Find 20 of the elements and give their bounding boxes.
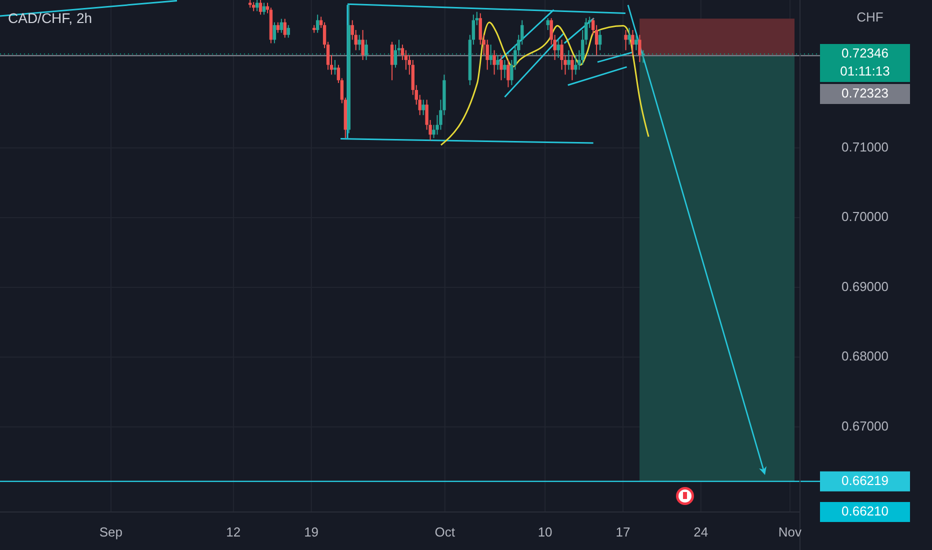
y-axis-title: CHF (856, 9, 884, 24)
text: CAD/CHF, 2h (8, 10, 92, 26)
x-tick-label: Oct (434, 524, 456, 540)
x-tick-label: 17 (616, 524, 630, 540)
y-tick-label: 0.68000 (842, 348, 888, 364)
y-tick-label: 0.70000 (842, 209, 888, 224)
y-tick-label: 0.67000 (842, 418, 888, 434)
x-tick-label: 10 (538, 524, 552, 540)
ref-line-label: 0.72346 (842, 45, 888, 60)
y-tick-label: 0.71000 (842, 139, 888, 154)
ref-line-label: 0.72323 (842, 85, 888, 100)
ref-line-label: 0.66219 (842, 472, 888, 488)
text: 01:11:13 (840, 63, 890, 78)
x-tick-label: 24 (694, 524, 708, 540)
text: 0.66210 (842, 503, 888, 518)
x-tick-label: 19 (304, 524, 319, 540)
x-tick-label: Sep (99, 524, 123, 540)
x-tick-label: Nov (778, 524, 802, 540)
y-tick-label: 0.69000 (842, 278, 888, 294)
x-tick-label: 12 (226, 524, 241, 540)
